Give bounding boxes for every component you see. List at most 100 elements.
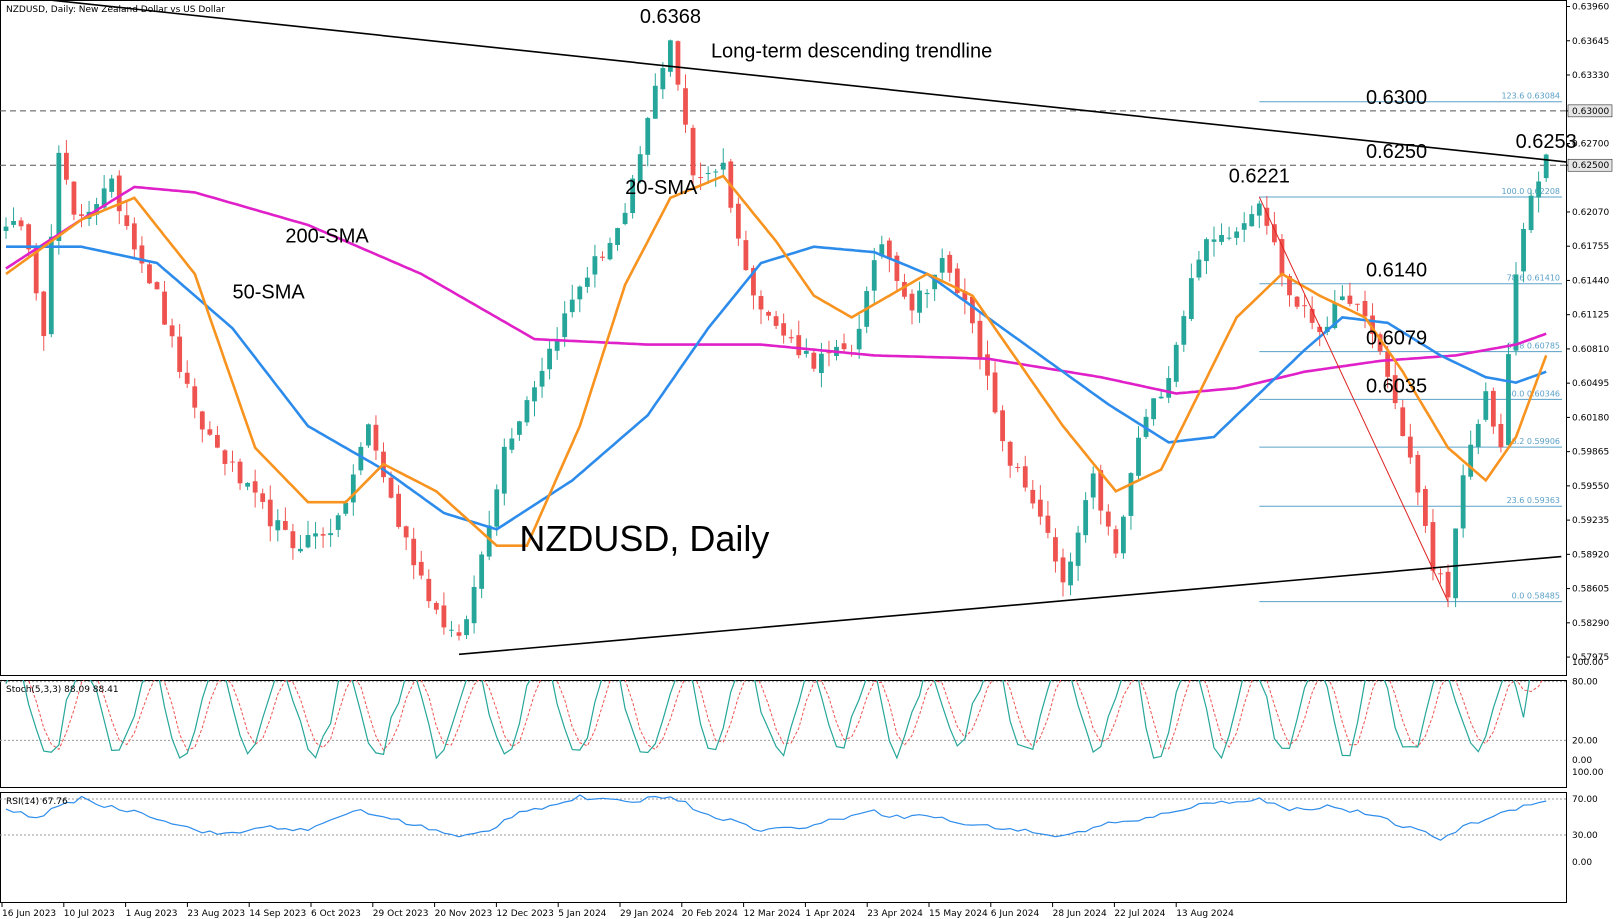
price-tick-label: 0.58290: [1572, 619, 1609, 629]
candle-body: [1453, 528, 1458, 599]
candle-body: [298, 548, 303, 552]
candle-body: [1151, 398, 1156, 420]
candle-body: [932, 274, 938, 290]
candle-body: [879, 244, 885, 257]
candle-body: [781, 323, 787, 336]
candle-body: [1438, 573, 1443, 575]
price-tick-label: 0.63330: [1572, 71, 1609, 81]
candle-body: [388, 477, 394, 498]
candle-body: [1430, 522, 1436, 571]
candle-body: [554, 341, 560, 351]
fibonacci-diagonal: [1258, 196, 1449, 602]
candle-body: [713, 171, 719, 173]
fib-level-label: 38.2 0.59906: [1507, 437, 1560, 446]
candle-body: [109, 178, 115, 192]
candle-body: [645, 118, 651, 155]
sma200-label: 200-SMA: [285, 225, 369, 247]
candle-body: [486, 525, 492, 557]
date-tick-label: 23 Apr 2024: [867, 909, 923, 919]
horizontal-levels: [0, 110, 1566, 166]
sma200-line: [5, 185, 1547, 395]
date-tick-label: 1 Aug 2023: [126, 909, 178, 919]
candle-body: [71, 181, 77, 215]
sma20-line: [5, 174, 1548, 547]
candle-body: [902, 281, 907, 297]
date-tick-label: 15 May 2024: [929, 909, 988, 919]
date-tick-label: 20 Feb 2024: [682, 909, 738, 919]
candle-body: [803, 350, 809, 354]
sma20-label: 20-SMA: [625, 177, 698, 199]
price-tick-label: 0.58605: [1572, 585, 1609, 595]
candle-body: [547, 348, 552, 370]
price-tick-label: 0.59865: [1572, 448, 1609, 458]
date-tick-label: 12 Dec 2023: [496, 909, 554, 919]
candle-body: [290, 531, 296, 549]
candle-body: [41, 291, 47, 337]
fib-level-label: 123.6 0.63084: [1501, 92, 1560, 101]
candle-body: [222, 450, 228, 464]
candle-body: [154, 282, 160, 290]
candle-body: [683, 88, 688, 125]
candle-body: [501, 446, 507, 494]
candle-body: [1317, 326, 1323, 333]
stoch-label: Stoch(5,3,3) 88.09 88.41: [6, 685, 119, 695]
candle-body: [977, 320, 983, 359]
candle-body: [1506, 354, 1511, 446]
date-tick-label: 29 Jan 2024: [620, 909, 674, 919]
candle-body: [1196, 259, 1202, 278]
candle-body: [449, 629, 454, 631]
candle-body: [1309, 308, 1315, 323]
price-tick-label: 0.61440: [1572, 276, 1609, 286]
candle-body: [494, 489, 500, 527]
stoch-levels: [0, 681, 1566, 741]
candle-body: [3, 226, 9, 231]
candle-body: [1272, 224, 1277, 243]
candle-body: [433, 602, 439, 610]
candle-body: [1083, 500, 1089, 536]
price-annotation: 0.6250: [1366, 141, 1427, 163]
descending-trendline: [42, 0, 1566, 163]
price-annotation: 0.6253: [1516, 131, 1577, 153]
ascending-trendline: [458, 555, 1562, 656]
candle-body: [184, 372, 190, 384]
candle-body: [962, 291, 968, 301]
candle-body: [1355, 303, 1360, 305]
fib-level-label: 0.0 0.58485: [1512, 592, 1560, 601]
candle-body: [592, 256, 598, 275]
candle-body: [1053, 537, 1058, 562]
candle-body: [124, 215, 130, 226]
rsi-tick-label: 70.00: [1572, 795, 1598, 805]
candle-body: [139, 245, 145, 264]
candle-body: [652, 85, 658, 119]
candle-body: [1377, 334, 1383, 352]
price-tick-highlight: [1567, 158, 1613, 172]
candle-body: [939, 258, 945, 273]
candle-body: [841, 343, 847, 350]
candle-body: [1204, 239, 1209, 262]
candle-body: [207, 429, 213, 435]
candle-body: [192, 386, 198, 408]
candle-body: [600, 256, 605, 258]
candle-body: [1521, 228, 1526, 272]
candle-body: [350, 474, 356, 503]
candle-body: [509, 438, 515, 450]
fib-level-label: 61.8 0.60785: [1507, 342, 1560, 351]
candle-body: [26, 224, 32, 250]
candle-body: [1370, 315, 1375, 334]
candle-body: [56, 152, 62, 242]
price-tick-label: 0.62700: [1572, 139, 1609, 149]
candle-body: [1287, 276, 1292, 296]
candle-body: [418, 561, 424, 576]
date-tick-label: 5 Jan 2024: [558, 909, 606, 919]
candle-body: [245, 482, 250, 487]
candle-body: [856, 328, 862, 350]
main-pane-frame: [0, 0, 1567, 676]
rsi-levels: [0, 798, 1566, 836]
candle-body: [1468, 444, 1474, 477]
candle-body: [1249, 214, 1255, 227]
candle-body: [252, 481, 258, 493]
candle-body: [1022, 466, 1028, 488]
candle-body: [577, 286, 583, 300]
price-annotation: 0.6221: [1229, 166, 1290, 188]
price-annotation: 0.6368: [640, 6, 701, 28]
